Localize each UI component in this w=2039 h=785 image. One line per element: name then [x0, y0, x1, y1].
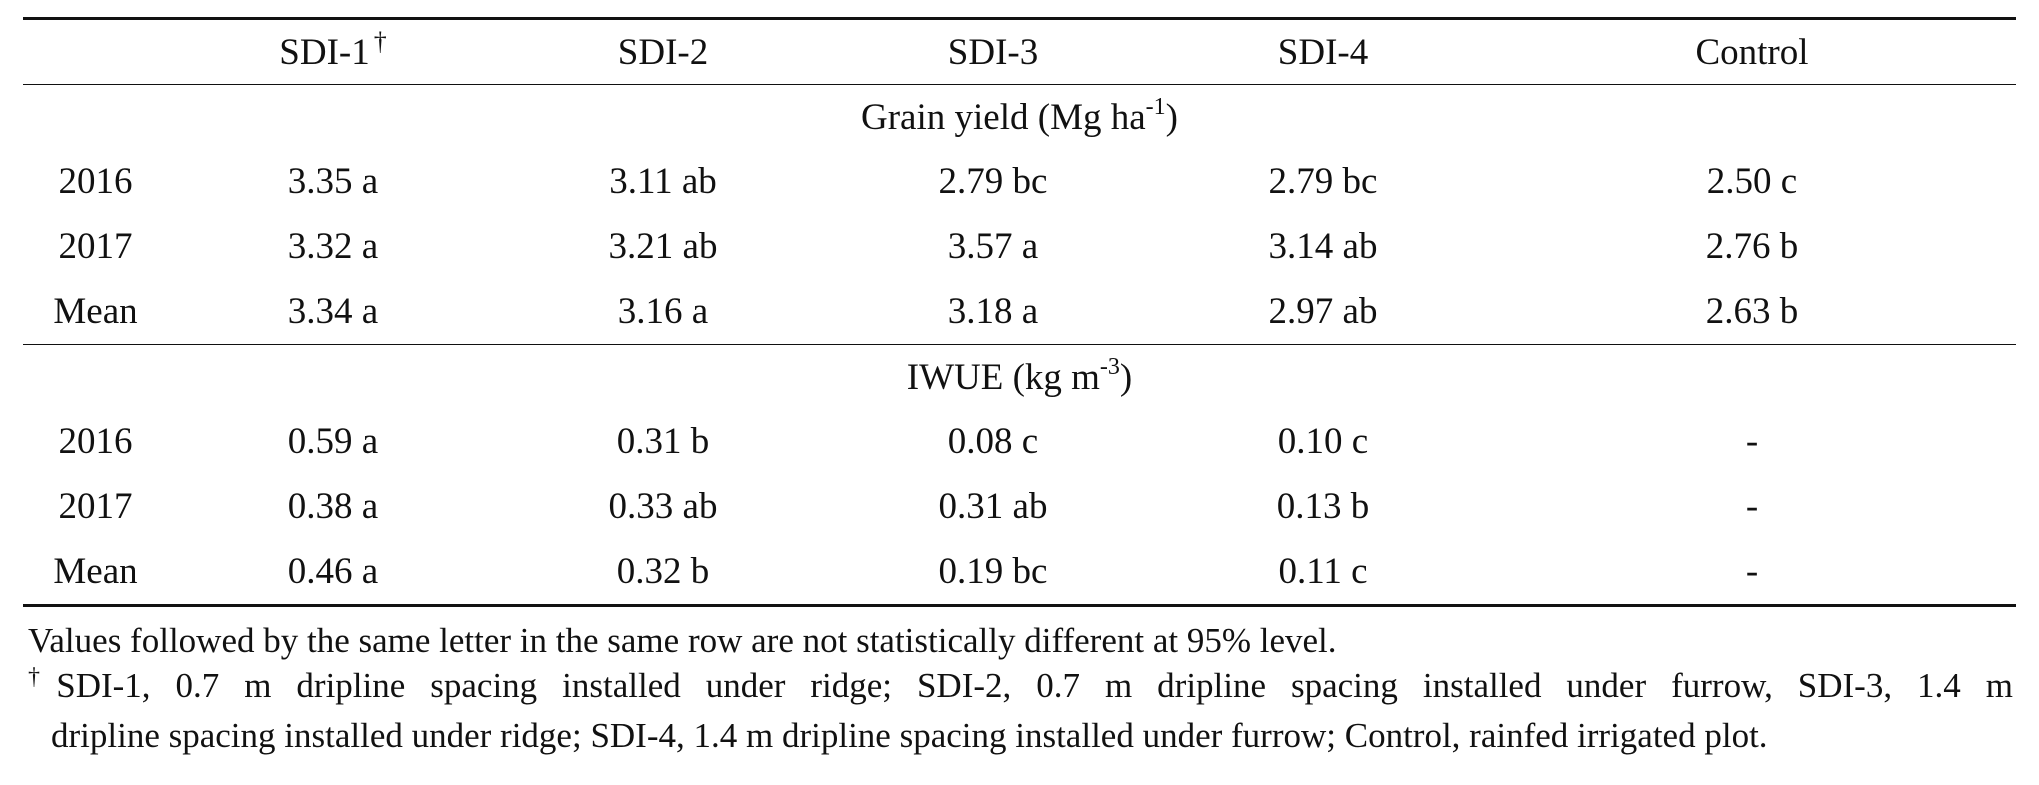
table-cell: 0.19 bc: [828, 539, 1158, 607]
table-row: 2017 3.32 a 3.21 ab 3.57 a 3.14 ab 2.76 …: [23, 214, 2016, 279]
significance-note: Values followed by the same letter in th…: [28, 621, 1337, 660]
table-cell: 0.32 b: [498, 539, 828, 607]
section-title-text: IWUE (kg m: [906, 356, 1100, 398]
treatment-note-line-1: †SDI-1, 0.7 m dripline spacing installed…: [28, 663, 2013, 713]
table-cell: 0.10 c: [1277, 421, 1369, 462]
table-cell: 2.63 b: [1488, 279, 2016, 345]
row-label: 2017: [58, 226, 133, 267]
section-heading-row: Grain yield (Mg ha-1): [23, 85, 2016, 150]
table-cell: 0.13 b: [1276, 486, 1370, 527]
table-cell: -: [1745, 486, 1759, 527]
header-sdi-1: SDI-1 †: [168, 17, 498, 85]
section-title-end: ): [1165, 96, 1178, 138]
table-cell: 0.38 a: [287, 486, 379, 527]
results-table: SDI-1 † SDI-2 SDI-3 SDI-4 Control Grain y…: [23, 17, 2016, 607]
footnote-dagger: †: [28, 664, 57, 690]
table-cell: -: [1488, 539, 2016, 607]
table-cell: 2.97 ab: [1158, 279, 1488, 345]
section-title-grain-yield: Grain yield (Mg ha-1): [23, 85, 2016, 150]
unit-superscript: -3: [1099, 353, 1120, 380]
header-control: Control: [1488, 17, 2016, 85]
table-cell: -: [1745, 421, 1759, 462]
table-cell: 3.16 a: [498, 279, 828, 345]
table-row: 2017 0.38 a 0.33 ab 0.31 ab 0.13 b -: [23, 474, 2016, 539]
row-label: 2016: [58, 161, 133, 202]
treatment-note-text-1: SDI-1, 0.7 m dripline spacing installed …: [56, 666, 2014, 705]
table-cell: 3.14 ab: [1268, 226, 1378, 267]
row-label: Mean: [23, 279, 168, 345]
table-cell: 3.35 a: [287, 161, 379, 202]
table-cell: 3.32 a: [287, 226, 379, 267]
header-empty-cell: [23, 17, 168, 85]
table-cell: 2.79 bc: [938, 161, 1048, 202]
table-row: 2016 0.59 a 0.31 b 0.08 c 0.10 c -: [23, 409, 2016, 474]
section-title-end: ): [1119, 356, 1133, 398]
table-cell: 0.11 c: [1158, 539, 1488, 607]
table-cell: 3.18 a: [828, 279, 1158, 345]
footnote-dagger-mark: †: [373, 26, 387, 56]
row-label: 2016: [58, 421, 133, 462]
table-cell: 0.59 a: [287, 421, 379, 462]
table-cell: 2.50 c: [1706, 161, 1798, 202]
table-cell: 3.11 ab: [609, 161, 717, 202]
table-cell: 3.34 a: [168, 279, 498, 345]
section-title-iwue: IWUE (kg m-3): [23, 345, 2016, 410]
table-cell: 2.76 b: [1705, 226, 1799, 267]
section-heading-row: IWUE (kg m-3): [23, 345, 2016, 410]
treatment-note-line-2: dripline spacing installed under ridge; …: [51, 716, 1768, 755]
header-sdi-2: SDI-2: [498, 17, 828, 85]
unit-superscript: -1: [1145, 93, 1166, 120]
table-cell: 0.46 a: [168, 539, 498, 607]
section-title-text: Grain yield (Mg ha: [861, 96, 1146, 138]
table-cell: 0.31 b: [616, 421, 710, 462]
row-label: 2017: [58, 486, 133, 527]
header-sdi-4: SDI-4: [1158, 17, 1488, 85]
table-cell: 3.57 a: [947, 226, 1039, 267]
header-sdi-1-label: SDI-1: [279, 31, 370, 73]
table-cell: 0.33 ab: [608, 486, 718, 527]
table-footnotes: Values followed by the same letter in th…: [28, 618, 2013, 758]
table-row: 2016 3.35 a 3.11 ab 2.79 bc 2.79 bc 2.50…: [23, 149, 2016, 214]
table-row: Mean 0.46 a 0.32 b 0.19 bc 0.11 c -: [23, 539, 2016, 607]
table-row: Mean 3.34 a 3.16 a 3.18 a 2.97 ab 2.63 b: [23, 279, 2016, 345]
table-header-row: SDI-1 † SDI-2 SDI-3 SDI-4 Control: [23, 17, 2016, 85]
table-cell: 2.79 bc: [1268, 161, 1378, 202]
row-label: Mean: [23, 539, 168, 607]
table-cell: 0.31 ab: [938, 486, 1048, 527]
table-cell: 3.21 ab: [608, 226, 718, 267]
table-cell: 0.08 c: [947, 421, 1039, 462]
header-sdi-3: SDI-3: [828, 17, 1158, 85]
